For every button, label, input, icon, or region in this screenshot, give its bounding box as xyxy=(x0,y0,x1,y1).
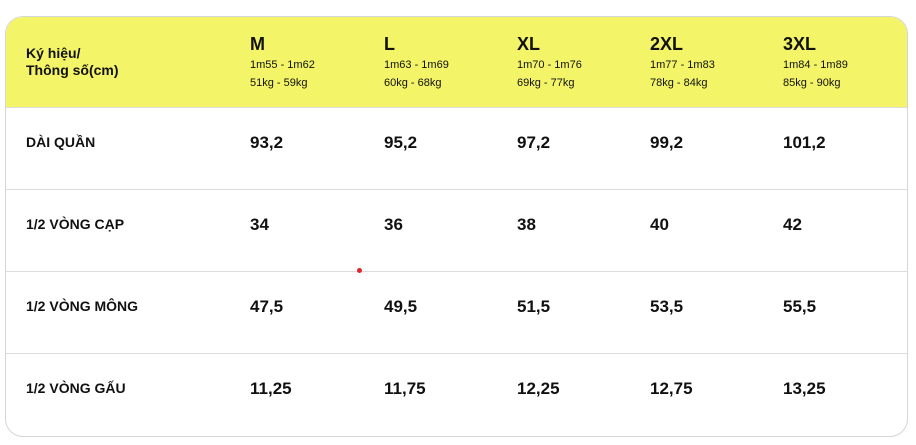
size-column-header-2xl: 2XL 1m77 - 1m83 78kg - 84kg xyxy=(650,17,770,107)
cell-value: 101,2 xyxy=(783,133,826,152)
table-cell: 11,75 xyxy=(384,354,504,435)
size-height-range: 1m84 - 1m89 xyxy=(783,59,848,71)
table-cell: 101,2 xyxy=(783,108,903,189)
red-dot-marker xyxy=(357,268,362,273)
size-height-range: 1m77 - 1m83 xyxy=(650,59,715,71)
header-label-line2: Thông số(cm) xyxy=(26,62,119,78)
size-weight-range: 60kg - 68kg xyxy=(384,77,442,89)
size-column-header-3xl: 3XL 1m84 - 1m89 85kg - 90kg xyxy=(783,17,903,107)
table-cell: 42 xyxy=(783,190,903,271)
table-cell: 53,5 xyxy=(650,272,770,353)
cell-value: 36 xyxy=(384,215,403,234)
table-cell: 99,2 xyxy=(650,108,770,189)
size-weight-range: 51kg - 59kg xyxy=(250,77,308,89)
size-weight-range: 69kg - 77kg xyxy=(517,77,575,89)
table-cell: 11,25 xyxy=(250,354,370,435)
size-height-range: 1m55 - 1m62 xyxy=(250,59,315,71)
table-cell: 12,75 xyxy=(650,354,770,435)
header-label-line1: Ký hiệu/ xyxy=(26,45,81,61)
table-cell: 40 xyxy=(650,190,770,271)
table-header-row: Ký hiệu/ Thông số(cm) M 1m55 - 1m62 51kg… xyxy=(6,17,907,107)
cell-value: 47,5 xyxy=(250,297,284,316)
cell-value: 55,5 xyxy=(783,297,817,316)
cell-value: 11,25 xyxy=(250,379,292,398)
cell-value: 97,2 xyxy=(517,133,551,152)
size-weight-range: 78kg - 84kg xyxy=(650,77,708,89)
cell-value: 12,25 xyxy=(517,379,560,398)
size-name: M xyxy=(250,34,265,54)
row-label: 1/2 VÒNG GẤU xyxy=(26,380,126,396)
table-cell: 49,5 xyxy=(384,272,504,353)
size-height-range: 1m63 - 1m69 xyxy=(384,59,449,71)
size-name: 3XL xyxy=(783,34,817,54)
cell-value: 95,2 xyxy=(384,133,418,152)
cell-value: 13,25 xyxy=(783,379,826,398)
header-label-cell: Ký hiệu/ Thông số(cm) xyxy=(26,17,246,107)
row-label: 1/2 VÒNG CẠP xyxy=(26,216,125,232)
row-label: DÀI QUẦN xyxy=(26,134,96,150)
row-label-cell: 1/2 VÒNG GẤU xyxy=(26,354,246,435)
size-name: 2XL xyxy=(650,34,684,54)
cell-value: 53,5 xyxy=(650,297,684,316)
table-cell: 93,2 xyxy=(250,108,370,189)
table-cell: 97,2 xyxy=(517,108,637,189)
table-cell: 95,2 xyxy=(384,108,504,189)
size-column-header-m: M 1m55 - 1m62 51kg - 59kg xyxy=(250,17,370,107)
table-row: 1/2 VÒNG GẤU 11,25 11,75 12,25 12,75 13,… xyxy=(6,353,907,435)
size-name: XL xyxy=(517,34,541,54)
size-weight-range: 85kg - 90kg xyxy=(783,77,841,89)
cell-value: 99,2 xyxy=(650,133,684,152)
cell-value: 40 xyxy=(650,215,669,234)
size-column-header-l: L 1m63 - 1m69 60kg - 68kg xyxy=(384,17,504,107)
size-column-header-xl: XL 1m70 - 1m76 69kg - 77kg xyxy=(517,17,637,107)
table-cell: 47,5 xyxy=(250,272,370,353)
cell-value: 34 xyxy=(250,215,269,234)
table-cell: 36 xyxy=(384,190,504,271)
cell-value: 11,75 xyxy=(384,379,426,398)
table-cell: 12,25 xyxy=(517,354,637,435)
cell-value: 12,75 xyxy=(650,379,693,398)
cell-value: 93,2 xyxy=(250,133,284,152)
cell-value: 49,5 xyxy=(384,297,418,316)
row-label-cell: 1/2 VÒNG CẠP xyxy=(26,190,246,271)
row-label-cell: 1/2 VÒNG MÔNG xyxy=(26,272,246,353)
table-cell: 55,5 xyxy=(783,272,903,353)
cell-value: 38 xyxy=(517,215,536,234)
row-label-cell: DÀI QUẦN xyxy=(26,108,246,189)
table-cell: 13,25 xyxy=(783,354,903,435)
size-height-range: 1m70 - 1m76 xyxy=(517,59,582,71)
table-row: DÀI QUẦN 93,2 95,2 97,2 99,2 101,2 xyxy=(6,107,907,189)
size-chart-table: Ký hiệu/ Thông số(cm) M 1m55 - 1m62 51kg… xyxy=(5,16,908,437)
cell-value: 42 xyxy=(783,215,802,234)
row-label: 1/2 VÒNG MÔNG xyxy=(26,298,139,314)
table-cell: 34 xyxy=(250,190,370,271)
cell-value: 51,5 xyxy=(517,297,551,316)
table-cell: 38 xyxy=(517,190,637,271)
table-row: 1/2 VÒNG MÔNG 47,5 49,5 51,5 53,5 55,5 xyxy=(6,271,907,353)
table-cell: 51,5 xyxy=(517,272,637,353)
header-label: Ký hiệu/ Thông số(cm) xyxy=(26,45,119,79)
size-name: L xyxy=(384,34,395,54)
table-row: 1/2 VÒNG CẠP 34 36 38 40 42 xyxy=(6,189,907,271)
